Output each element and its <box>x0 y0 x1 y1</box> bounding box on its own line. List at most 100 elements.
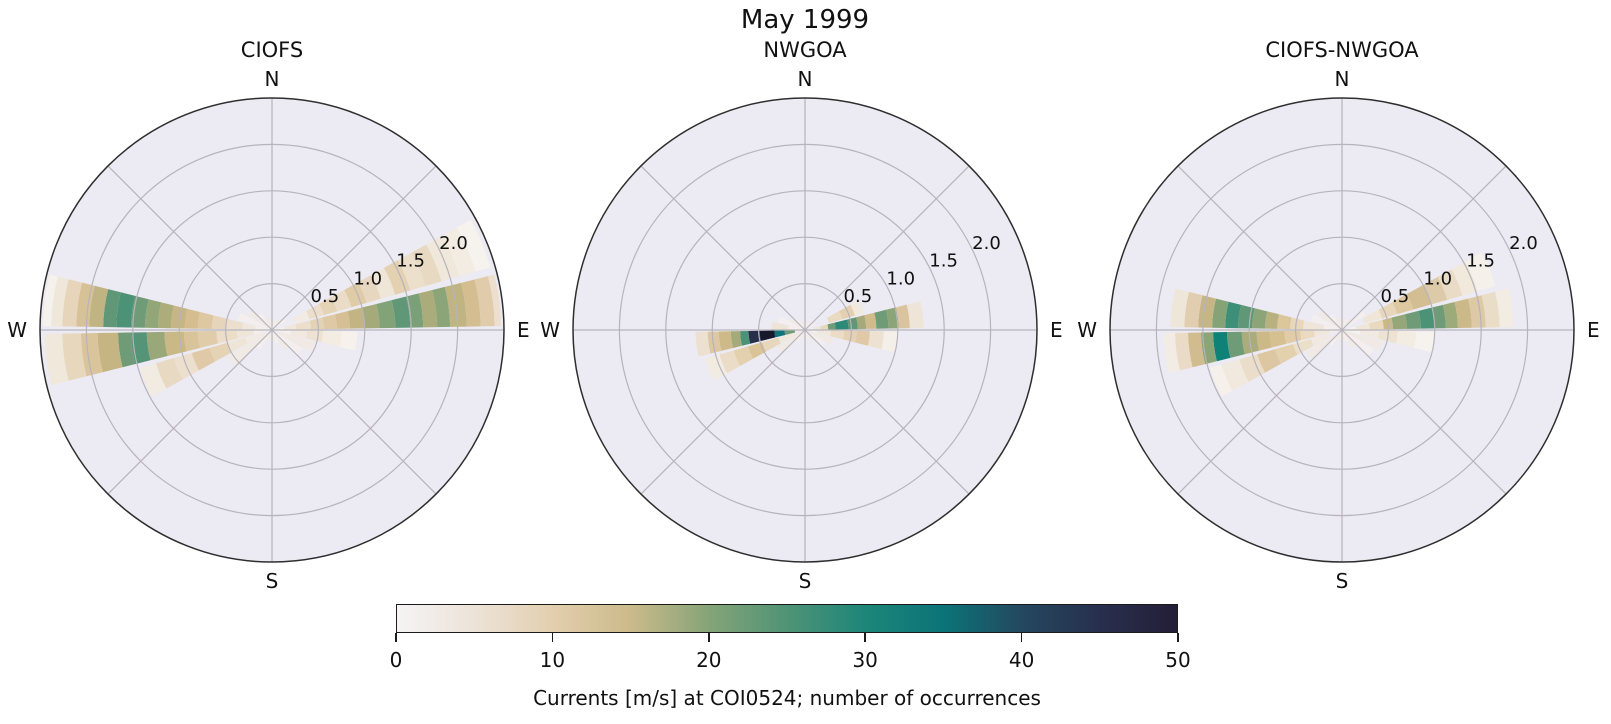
rose-bar-segment <box>794 330 805 333</box>
rose-bar-segment <box>347 307 365 329</box>
rose-halo-wedge <box>272 331 279 344</box>
rose-bar-segment <box>1437 269 1463 300</box>
rose-bar-segment <box>1174 332 1193 371</box>
rose-bar-segment <box>358 275 381 303</box>
rose-halo-wedge <box>272 321 277 329</box>
rose-halo-wedge <box>1342 318 1352 329</box>
rose-bar-segment <box>771 321 789 330</box>
rose-bar-segment <box>855 330 870 346</box>
rose-bar-segment <box>830 330 844 340</box>
rose-bar-segment <box>705 354 728 381</box>
rose-bar-segment <box>191 347 216 371</box>
rose-bar-segment <box>1187 332 1206 368</box>
rose-bar-segment <box>886 307 899 329</box>
rose-bar-segment <box>1264 311 1279 329</box>
colorbar-tick-mark <box>395 633 397 642</box>
rose-bar-segment <box>839 304 855 320</box>
rose-bar-segment <box>1269 331 1287 348</box>
rose-bar-segment <box>157 302 174 329</box>
rose-bar-segment <box>1392 294 1414 315</box>
rose-bar-segment <box>292 311 310 324</box>
cardinal-label-north: N <box>1335 67 1350 91</box>
rose-bar-segment <box>339 331 358 351</box>
rose-bar-segment <box>1481 291 1500 328</box>
rose-halo-wedge <box>228 330 271 366</box>
rose-halo-wedge <box>800 331 805 339</box>
rose-bar-segment <box>1362 309 1383 324</box>
rose-halo-wedge <box>1342 318 1345 329</box>
rose-bar-segment <box>211 315 227 330</box>
polar-grid-spoke <box>804 329 970 495</box>
rose-bar-segment <box>1300 330 1315 341</box>
rose-bar-segment <box>1221 359 1249 391</box>
rose-bar-segment <box>1414 331 1435 353</box>
rose-bar-segment <box>874 309 889 329</box>
cardinal-label-south: S <box>266 569 279 593</box>
rose-bar-segment <box>856 315 867 330</box>
rose-bar-segment <box>62 279 83 327</box>
polar-spine <box>572 97 1038 563</box>
rose-bar-segment <box>272 330 291 335</box>
rose-bar-segment <box>719 350 741 374</box>
rose-bar-segment <box>868 331 884 350</box>
rose-bar-segment <box>827 322 836 330</box>
rose-halo-wedge <box>1306 330 1341 360</box>
rose-bar-segment <box>788 325 805 330</box>
rose-bar-segment <box>707 331 722 354</box>
rose-halo-wedge <box>1329 331 1342 346</box>
rose-bar-segment <box>1396 330 1417 348</box>
rose-halo-wedge <box>805 331 810 339</box>
rose-bar-segment <box>1369 319 1384 330</box>
colorbar-tick-mark <box>708 633 710 642</box>
polar-grid-spoke <box>271 165 437 331</box>
rose-bar-segment <box>146 331 168 361</box>
rose-bar-segment <box>139 363 167 397</box>
plot-title-nwgoa: NWGOA <box>763 38 847 62</box>
rose-halo-wedge <box>1343 330 1383 351</box>
rose-bar-segment <box>253 330 272 335</box>
rose-bar-segment <box>1290 317 1305 330</box>
rose-bar-segment <box>272 327 285 330</box>
colorbar-tick-mark <box>864 633 866 642</box>
rose-bar-segment <box>1355 323 1370 330</box>
colorbar-tick-label: 20 <box>696 648 722 672</box>
rose-bar-segment <box>144 299 162 329</box>
rose-bar-segment <box>1323 325 1342 330</box>
rose-bar-segment <box>376 300 396 329</box>
polar-spine <box>1109 97 1575 563</box>
rose-bar-segment <box>850 300 864 316</box>
rose-bar-segment <box>295 320 311 330</box>
rose-bar-segment <box>759 330 776 341</box>
rose-bar-segment <box>309 317 324 330</box>
colorbar-tick-label: 0 <box>389 648 403 672</box>
polar-grid-spoke <box>107 329 273 495</box>
polar-plot-ciofs-nwgoa: N S E W 0.5 1.0 1.5 2.0 <box>1077 67 1599 593</box>
radial-tick-label: 0.5 <box>311 286 340 307</box>
colorbar-tick-label: 50 <box>1165 648 1191 672</box>
rose-halo-wedge <box>777 330 804 353</box>
rose-halo-wedge <box>806 330 834 345</box>
rose-bar-segment <box>1432 304 1446 329</box>
rose-bar-segment <box>1239 354 1265 382</box>
rose-bar-segment <box>224 318 244 330</box>
polar-grid-spoke <box>640 329 806 495</box>
polar-spine <box>39 97 505 563</box>
rose-bar-segment <box>1275 344 1298 364</box>
rose-bar-segment <box>255 325 272 330</box>
rose-halo-wedge <box>1343 330 1374 356</box>
rose-bar-segment <box>344 282 367 308</box>
rose-bar-segment <box>1405 310 1421 329</box>
rose-bar-segment <box>695 331 711 357</box>
rose-bar-segment <box>242 322 256 330</box>
rose-bar-segment <box>816 330 831 337</box>
rose-bar-segment <box>418 290 438 328</box>
rose-bar-segment <box>1225 301 1242 329</box>
rose-bar-segment <box>197 312 214 329</box>
rose-halo-wedge <box>1329 314 1342 329</box>
rose-halo-wedge <box>805 331 815 342</box>
rose-bar-segment <box>1303 320 1324 330</box>
rose-bar-segment <box>183 331 200 352</box>
radial-tick-label: 1.5 <box>396 251 425 272</box>
rose-bar-segment <box>1170 288 1189 328</box>
cardinal-label-west: W <box>7 318 27 342</box>
